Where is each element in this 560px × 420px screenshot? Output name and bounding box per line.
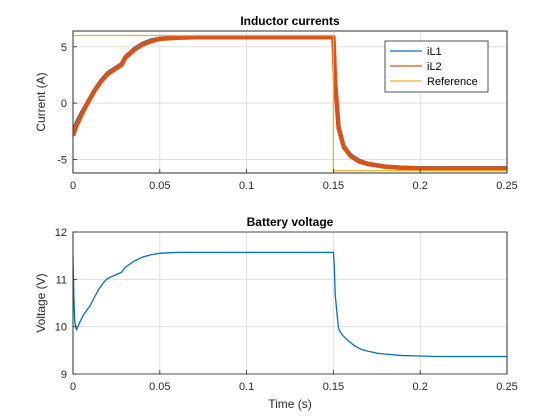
chart-title: Inductor currents (240, 14, 340, 28)
axes-frame (72, 30, 508, 174)
legend-entry: iL2 (427, 61, 442, 73)
legend-entry: Reference (427, 76, 478, 88)
x-tick-label: 0.05 (149, 180, 170, 192)
x-tick-label: 0.1 (239, 381, 254, 393)
chart-title: Battery voltage (247, 215, 334, 229)
axes-box (72, 231, 508, 375)
x-tick-label: 0.2 (413, 180, 428, 192)
y-tick-label: 10 (55, 322, 67, 334)
y-tick-label: 12 (55, 227, 67, 239)
series-line-battery-voltage (73, 251, 507, 358)
x-tick-label: 0.1 (239, 180, 254, 192)
axes-frame (72, 231, 508, 375)
series-group (73, 251, 507, 358)
x-tick-label: 0.15 (323, 381, 344, 393)
y-tick-label: 9 (61, 369, 67, 381)
inductor-currents-plot: 0 0.05 0.1 0.15 0.2 0.25 -5 0 5 Inductor currents… (34, 14, 518, 192)
x-tick-label: 0.2 (413, 381, 428, 393)
legend-entry: iL1 (427, 46, 442, 58)
battery-voltage-plot: 0 0.05 0.1 0.15 0.2 0.25 9 10 11 12 Battery voltag… (34, 215, 518, 411)
y-tick-label: 0 (61, 98, 67, 110)
x-tick-label: 0 (70, 180, 76, 192)
x-tick-label: 0 (70, 381, 76, 393)
x-tick-label: 0.25 (496, 381, 517, 393)
y-tick-label: 5 (61, 42, 67, 54)
y-axis-label: Voltage (V) (34, 273, 48, 332)
y-axis-label: Current (A) (34, 72, 48, 131)
series-line-il2 (73, 34, 507, 171)
y-tick-label: -5 (57, 154, 67, 166)
x-tick-label: 0.05 (149, 381, 170, 393)
x-tick-label: 0.25 (496, 180, 517, 192)
x-axis-label: Time (s) (268, 397, 312, 411)
x-tick-label: 0.15 (323, 180, 344, 192)
y-tick-label: 11 (56, 274, 67, 286)
legend: iL1 iL2 Reference (384, 40, 489, 93)
